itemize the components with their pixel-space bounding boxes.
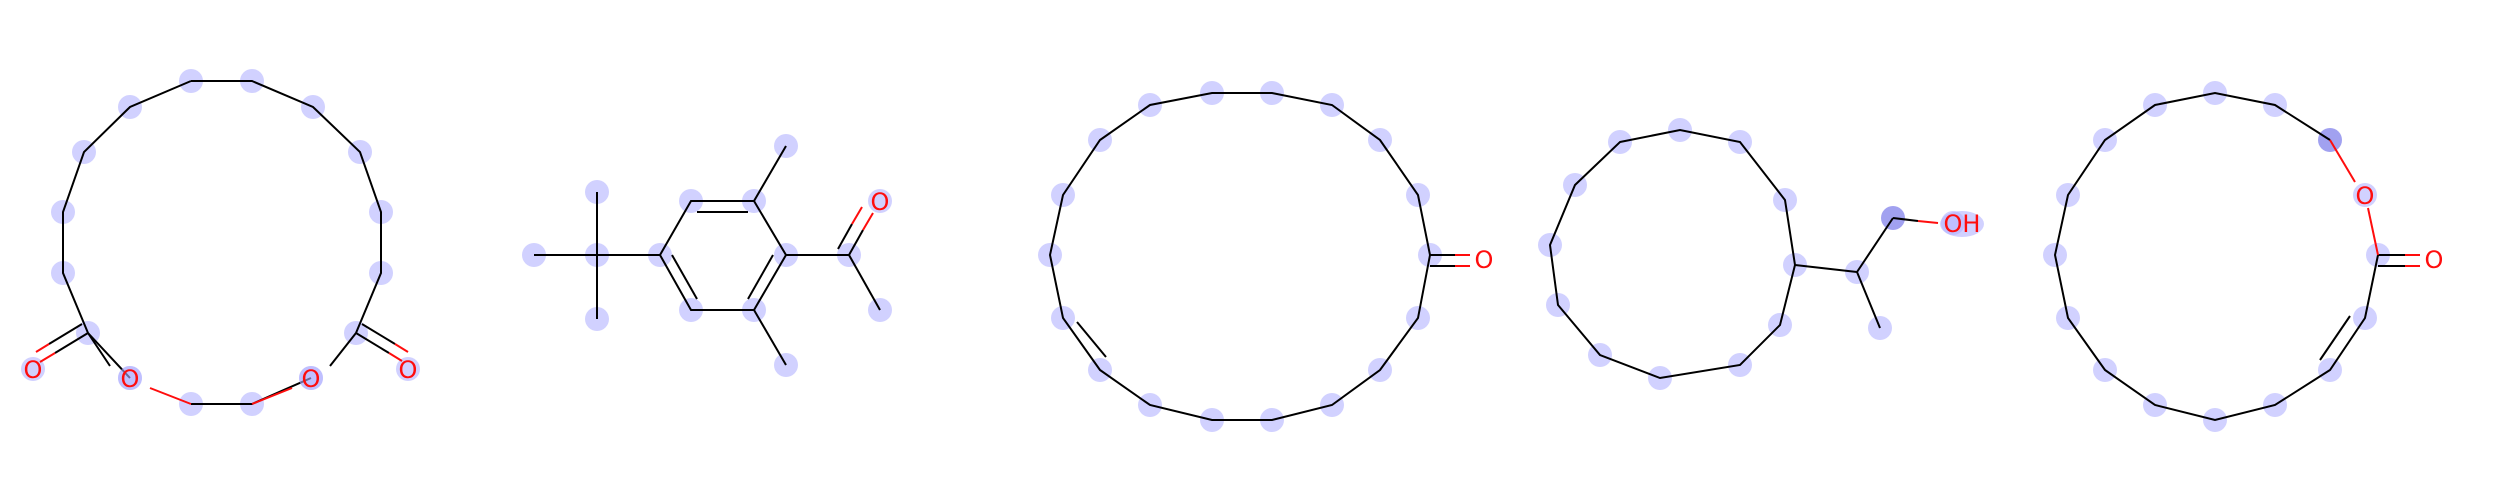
molecule-1-structure: O O O O bbox=[21, 69, 420, 416]
atom-highlight bbox=[118, 366, 142, 390]
atom-highlight bbox=[1940, 211, 1984, 237]
carbonyl-bond bbox=[361, 323, 396, 345]
molecule-panel-4: OH bbox=[1500, 0, 2000, 500]
alkene-inner bbox=[1076, 321, 1107, 358]
atom-label-o: O bbox=[2425, 246, 2444, 274]
carbonyl-bond bbox=[355, 332, 390, 354]
atom-label-o: O bbox=[871, 188, 890, 216]
atom-highlight bbox=[299, 366, 323, 390]
molecule-3-structure: O bbox=[1038, 81, 1494, 432]
bond bbox=[1856, 271, 1881, 329]
ester-bond-o bbox=[149, 387, 192, 405]
atom-label-o: O bbox=[2356, 182, 2375, 210]
molecule-panel-1: O O O O bbox=[0, 0, 500, 500]
atom-highlights bbox=[1038, 81, 1442, 432]
ring-bonds bbox=[1548, 128, 1797, 380]
atom-label-oh: OH bbox=[1944, 210, 1981, 238]
atom-label-o: O bbox=[302, 365, 321, 393]
oxygen-bonds bbox=[2329, 139, 2420, 267]
carbonyl-bond bbox=[837, 223, 853, 250]
atom-label-o: O bbox=[24, 356, 43, 384]
molecule-panel-5: O O bbox=[2000, 0, 2500, 500]
bonds bbox=[48, 80, 396, 405]
aromatic-inner bbox=[671, 254, 698, 300]
bond bbox=[1856, 217, 1894, 273]
bonds bbox=[534, 145, 881, 366]
aromatic-inner bbox=[747, 254, 774, 300]
atom-label-o: O bbox=[399, 356, 418, 384]
carbonyl-o bbox=[388, 352, 403, 362]
carbonyl-o bbox=[851, 206, 863, 225]
bond bbox=[1892, 217, 1919, 222]
bonds bbox=[2053, 91, 2405, 422]
ring-bonds bbox=[1048, 92, 1432, 421]
carbonyl-bond bbox=[848, 229, 864, 256]
ester-bond-o bbox=[251, 387, 293, 405]
carbonyl-bond bbox=[54, 332, 89, 354]
molecule-4-structure: OH bbox=[1538, 118, 1984, 390]
methyl-bond bbox=[753, 309, 787, 366]
atom-highlights bbox=[21, 69, 420, 416]
benzene-ring bbox=[658, 200, 788, 311]
ring-bonds bbox=[62, 80, 382, 405]
methyl-bond bbox=[753, 145, 787, 202]
oxygen-bonds bbox=[1455, 254, 1470, 267]
molecule-panel-2: O bbox=[500, 0, 1000, 500]
bond bbox=[1794, 264, 1858, 273]
atom-highlight bbox=[2353, 183, 2377, 207]
oxygen-bonds bbox=[851, 206, 874, 231]
molecule-5-structure: O O bbox=[2043, 81, 2444, 432]
oxygen-bonds bbox=[35, 343, 409, 405]
acetyl-methyl bbox=[848, 254, 881, 311]
atom-highlight bbox=[868, 189, 892, 213]
carbonyl-o bbox=[35, 343, 50, 353]
oxygen-highlights bbox=[118, 366, 323, 390]
bonds bbox=[1548, 128, 1919, 380]
ring-bonds bbox=[2053, 91, 2379, 422]
oxygen-bonds bbox=[1917, 220, 1939, 224]
molecule-panel-3: O bbox=[1000, 0, 1500, 500]
atom-highlight bbox=[21, 357, 45, 381]
carbonyl-o bbox=[394, 343, 409, 353]
bonds bbox=[1048, 92, 1455, 421]
molecule-2-structure: O bbox=[522, 134, 892, 377]
carbonyl-o bbox=[39, 352, 56, 363]
ester-bond-o bbox=[2329, 139, 2356, 183]
hydroxyl-bond bbox=[1917, 220, 1939, 224]
carbonyl-bond bbox=[48, 323, 83, 345]
atom-label-o: O bbox=[1475, 246, 1494, 274]
ester-bond bbox=[329, 332, 357, 367]
atom-highlight bbox=[396, 357, 420, 381]
carbonyl-o bbox=[862, 212, 874, 231]
ester-bond-o bbox=[2367, 207, 2379, 256]
ester-bond bbox=[87, 332, 111, 367]
atom-label-o: O bbox=[121, 365, 140, 393]
alkene-inner bbox=[2319, 315, 2351, 361]
